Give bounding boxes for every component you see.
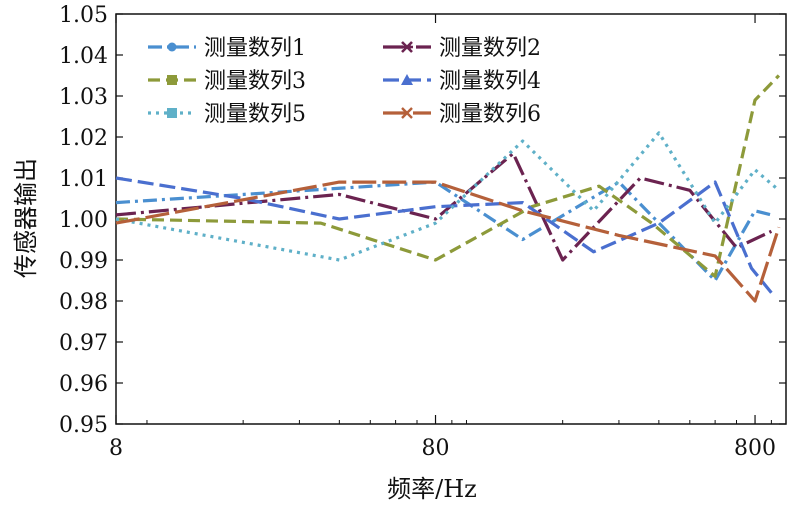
series-line-6 bbox=[115, 180, 781, 303]
series-line-4 bbox=[115, 176, 773, 294]
y-tick-label: 1.04 bbox=[59, 44, 108, 69]
legend-marker-6 bbox=[401, 107, 413, 119]
x-axis-label: 频率/Hz bbox=[387, 475, 477, 503]
series-group bbox=[115, 74, 781, 303]
x-tick-label: 80 bbox=[422, 436, 450, 461]
legend-marker-1 bbox=[167, 42, 177, 52]
y-tick-label: 1.02 bbox=[59, 126, 108, 151]
y-axis-label: 传感器输出 bbox=[12, 158, 40, 278]
legend-label-4: 测量数列4 bbox=[439, 69, 541, 94]
x-tick-label: 8 bbox=[109, 436, 123, 461]
series-line-2 bbox=[115, 151, 773, 262]
y-tick-label: 0.95 bbox=[59, 413, 108, 438]
tick-labels: 0.95 0.96 0.97 0.98 0.99 1.00 1.01 1.02 1.03 1.04… bbox=[59, 3, 776, 461]
series-line-3 bbox=[115, 74, 781, 278]
y-tick-label: 1.03 bbox=[59, 85, 108, 110]
y-tick-label: 1.01 bbox=[59, 167, 108, 192]
series-line-5 bbox=[115, 131, 780, 262]
legend-label-2: 测量数列2 bbox=[439, 36, 541, 61]
y-tick-label: 0.96 bbox=[59, 372, 108, 397]
legend-label-1: 测量数列1 bbox=[204, 36, 306, 61]
legend-label-6: 测量数列6 bbox=[439, 102, 541, 127]
legend-label-5: 测量数列5 bbox=[204, 102, 306, 127]
y-tick-label: 1.00 bbox=[59, 208, 108, 233]
legend-marker-2 bbox=[401, 41, 413, 53]
x-tick-label: 800 bbox=[734, 436, 776, 461]
legend-marker-3 bbox=[167, 75, 177, 85]
legend-marker-4 bbox=[401, 74, 413, 85]
y-tick-label: 0.97 bbox=[59, 331, 108, 356]
series-line-1 bbox=[115, 180, 772, 283]
y-tick-label: 0.99 bbox=[59, 249, 108, 274]
y-tick-label: 1.05 bbox=[59, 3, 108, 28]
legend-marker-5 bbox=[167, 108, 177, 118]
legend: 测量数列1 测量数列2 测量数列3 测量数列4 测量数列5 测量数列6 bbox=[148, 36, 541, 127]
legend-label-3: 测量数列3 bbox=[204, 69, 306, 94]
y-tick-label: 0.98 bbox=[59, 290, 108, 315]
